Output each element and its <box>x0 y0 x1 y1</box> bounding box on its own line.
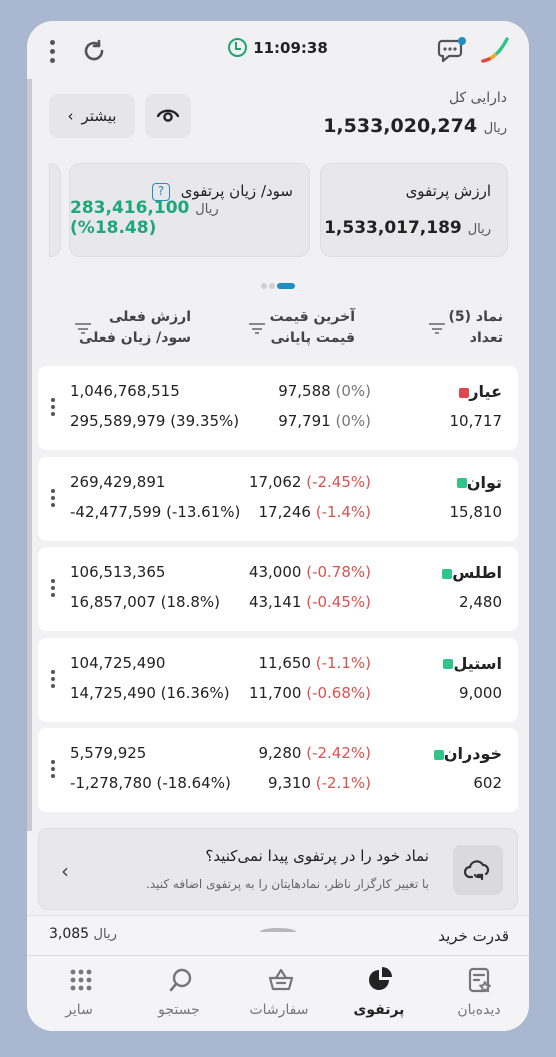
status-indicator <box>442 568 453 579</box>
portfolio-value-card[interactable]: ارزش پرتفوی ریال 1,533,017,189 <box>320 163 508 257</box>
nav-more[interactable]: سایر <box>29 956 129 1031</box>
portfolio-row[interactable]: اطلس 2,480 43,000 (-0.78%) 43,141 (-0.45%) 1… <box>38 547 518 631</box>
nav-orders[interactable]: سفارشات <box>229 956 329 1031</box>
close-price: 97,791 (0%) <box>278 412 371 430</box>
card-value: ریال 283,416,100 (18.48%) <box>70 198 219 238</box>
symbol-name: استیل <box>438 654 502 673</box>
clock-time: 11:09:38 <box>253 39 328 57</box>
portfolio-row[interactable]: خودران 602 9,280 (-2.42%) 9,310 (-2.1%) 5,57… <box>38 728 518 812</box>
clock-icon <box>228 38 248 57</box>
grid-menu-icon <box>70 969 92 991</box>
status-indicator <box>433 749 444 760</box>
nav-search[interactable]: جستجو <box>129 956 229 1031</box>
symbol-name: عیار <box>454 382 502 401</box>
status-indicator <box>459 387 470 398</box>
row-menu-icon[interactable] <box>51 398 55 419</box>
nav-portfolio[interactable]: پرتفوی <box>329 956 429 1031</box>
last-price: 9,280 (-2.42%) <box>258 744 371 762</box>
status-indicator <box>456 478 467 488</box>
close-price: 43,141 (-0.45%) <box>248 593 371 611</box>
bottom-nav: دیده‌بان پرتفوی سفارشات جستجو سایر <box>27 955 529 1031</box>
currency-label: ریال <box>483 121 507 136</box>
watchlist-icon <box>468 967 491 993</box>
quantity: 2,480 <box>459 593 502 611</box>
header-last-price[interactable]: آخرین قیمت قیمت پایانی <box>249 307 355 349</box>
cloud-refresh-icon <box>453 845 503 895</box>
quantity: 9,000 <box>459 683 502 702</box>
last-price: 97,588 (0%) <box>278 382 371 400</box>
more-button-label: بیشتر <box>81 107 117 125</box>
refresh-icon[interactable] <box>81 38 107 64</box>
portfolio-profit-card[interactable]: سود/ زیان پرتفوی ? ریال 283,416,100 (18.… <box>69 163 310 257</box>
brand-logo-icon <box>481 37 509 63</box>
current-value: 104,725,490 <box>70 653 166 672</box>
row-menu-icon[interactable] <box>51 760 55 781</box>
quantity: 15,810 <box>449 502 503 521</box>
next-card-peek[interactable] <box>49 163 61 257</box>
current-value: 106,513,365 <box>70 563 166 581</box>
toggle-visibility-button[interactable] <box>145 94 191 138</box>
profit-loss: -1,278,780 (-18.64%) <box>70 774 231 792</box>
sort-filter-icon[interactable] <box>249 323 265 334</box>
nav-watchlist[interactable]: دیده‌بان <box>429 956 529 1031</box>
row-menu-icon[interactable] <box>51 488 55 510</box>
symbol-name: خودران <box>429 744 502 763</box>
total-assets-label: دارایی کل <box>448 90 507 106</box>
profit-loss: 295,589,979 (39.35%) <box>70 412 240 430</box>
sort-filter-icon[interactable] <box>75 323 91 334</box>
sort-filter-icon[interactable] <box>429 323 445 334</box>
carousel-dots[interactable] <box>27 275 529 294</box>
portfolio-row[interactable]: عیار 10,717 97,588 (0%) 97,791 (0%) 1,046,76… <box>38 366 518 450</box>
close-price: 11,700 (-0.68%) <box>248 683 371 702</box>
current-value: 5,579,925 <box>70 744 147 762</box>
portfolio-row[interactable]: استیل 9,000 11,650 (-1.1%) 11,700 (-0.68%) 1… <box>38 637 518 722</box>
current-value: 269,429,891 <box>70 472 166 491</box>
more-button[interactable]: ‹ بیشتر <box>49 94 135 138</box>
row-menu-icon[interactable] <box>51 669 55 691</box>
portfolio-pie-icon <box>369 967 392 990</box>
chevron-left-icon: ‹ <box>67 107 74 125</box>
eye-icon <box>156 109 180 122</box>
profit-loss: 14,725,490 (16.36%) <box>70 683 230 702</box>
notice-title: نماد خود را در پرتفوی پیدا نمی‌کنید؟ <box>205 847 429 865</box>
symbol-name: اطلس <box>437 563 502 582</box>
profit-loss: 16,857,007 (18.8%) <box>70 593 221 611</box>
profit-loss: -42,477,599 (-13.61%) <box>70 502 241 521</box>
app-screen: 11:09:38 دارایی کل ریال 1,533,020,274 ‹ … <box>27 21 529 1031</box>
current-value: 1,046,768,515 <box>70 382 180 400</box>
orders-basket-icon <box>268 968 294 991</box>
last-price: 11,650 (-1.1%) <box>258 653 371 672</box>
missing-symbol-notice[interactable]: نماد خود را در پرتفوی پیدا نمی‌کنید؟ با … <box>38 828 518 910</box>
buying-power-bar[interactable]: قدرت خرید ریال 3,085 <box>27 915 529 955</box>
quantity: 602 <box>473 774 502 792</box>
total-assets-value: ریال 1,533,020,274 <box>323 115 507 137</box>
status-indicator <box>443 659 454 669</box>
card-title: سود/ زیان پرتفوی ? <box>151 182 293 201</box>
top-bar: 11:09:38 <box>27 21 529 79</box>
quantity: 10,717 <box>449 412 503 430</box>
symbol-name: توان <box>452 473 502 492</box>
last-price: 43,000 (-0.78%) <box>248 563 371 581</box>
row-menu-icon[interactable] <box>51 579 55 600</box>
clock: 11:09:38 <box>27 38 529 57</box>
drawer-handle-icon[interactable] <box>260 928 296 936</box>
last-price: 17,062 (-2.45%) <box>248 472 371 491</box>
scrollbar[interactable] <box>27 79 32 831</box>
search-icon <box>169 968 192 992</box>
header-symbol[interactable]: نماد (5) تعداد <box>429 307 503 349</box>
header-current-value[interactable]: ارزش فعلی سود/ زیان فعلی <box>75 307 191 349</box>
help-icon[interactable]: ? <box>151 182 170 201</box>
kebab-menu-icon[interactable] <box>50 40 55 63</box>
buying-power-value: ریال 3,085 <box>49 926 117 942</box>
chat-icon[interactable] <box>437 37 467 65</box>
close-price: 9,310 (-2.1%) <box>268 774 371 792</box>
notice-subtitle: با تغییر کارگزار ناظر، نمادهایتان را به … <box>146 877 429 891</box>
buying-power-label: قدرت خرید <box>438 927 509 945</box>
card-value: ریال 1,533,017,189 <box>324 218 491 238</box>
card-title: ارزش پرتفوی <box>405 182 491 200</box>
portfolio-row[interactable]: توان 15,810 17,062 (-2.45%) 17,246 (-1.4%) 2… <box>38 456 518 541</box>
chevron-left-icon[interactable]: ‹ <box>61 859 69 883</box>
close-price: 17,246 (-1.4%) <box>258 502 371 521</box>
